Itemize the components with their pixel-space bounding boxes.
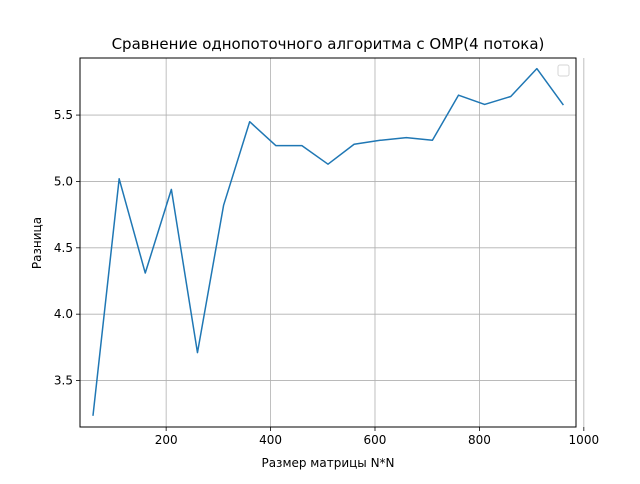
y-tick-label: 5.5 <box>54 108 73 122</box>
x-tick-label: 400 <box>259 433 282 447</box>
x-axis-label: Размер матрицы N*N <box>261 456 394 470</box>
plot-frame <box>79 57 577 428</box>
y-axis-label: Разница <box>30 217 44 269</box>
ticks: 200 400 600 800 1000 3.5 4.0 4.5 5.0 5.5 <box>54 108 599 447</box>
x-tick-label: 1000 <box>569 433 600 447</box>
y-tick-label: 5.0 <box>54 174 73 188</box>
x-tick-label: 800 <box>468 433 491 447</box>
y-tick-label: 4.0 <box>54 307 73 321</box>
series-layer <box>92 67 564 416</box>
y-tick-label: 3.5 <box>54 374 73 388</box>
x-tick-label: 200 <box>155 433 178 447</box>
plot-area <box>80 58 576 427</box>
legend-box <box>557 64 570 77</box>
legend <box>557 64 570 77</box>
chart-title: Сравнение однопоточного алгоритма с OMP(… <box>112 35 545 53</box>
x-tick-label: 600 <box>364 433 387 447</box>
y-tick-label: 4.5 <box>54 241 73 255</box>
series-line <box>92 67 564 416</box>
grid <box>80 58 585 427</box>
